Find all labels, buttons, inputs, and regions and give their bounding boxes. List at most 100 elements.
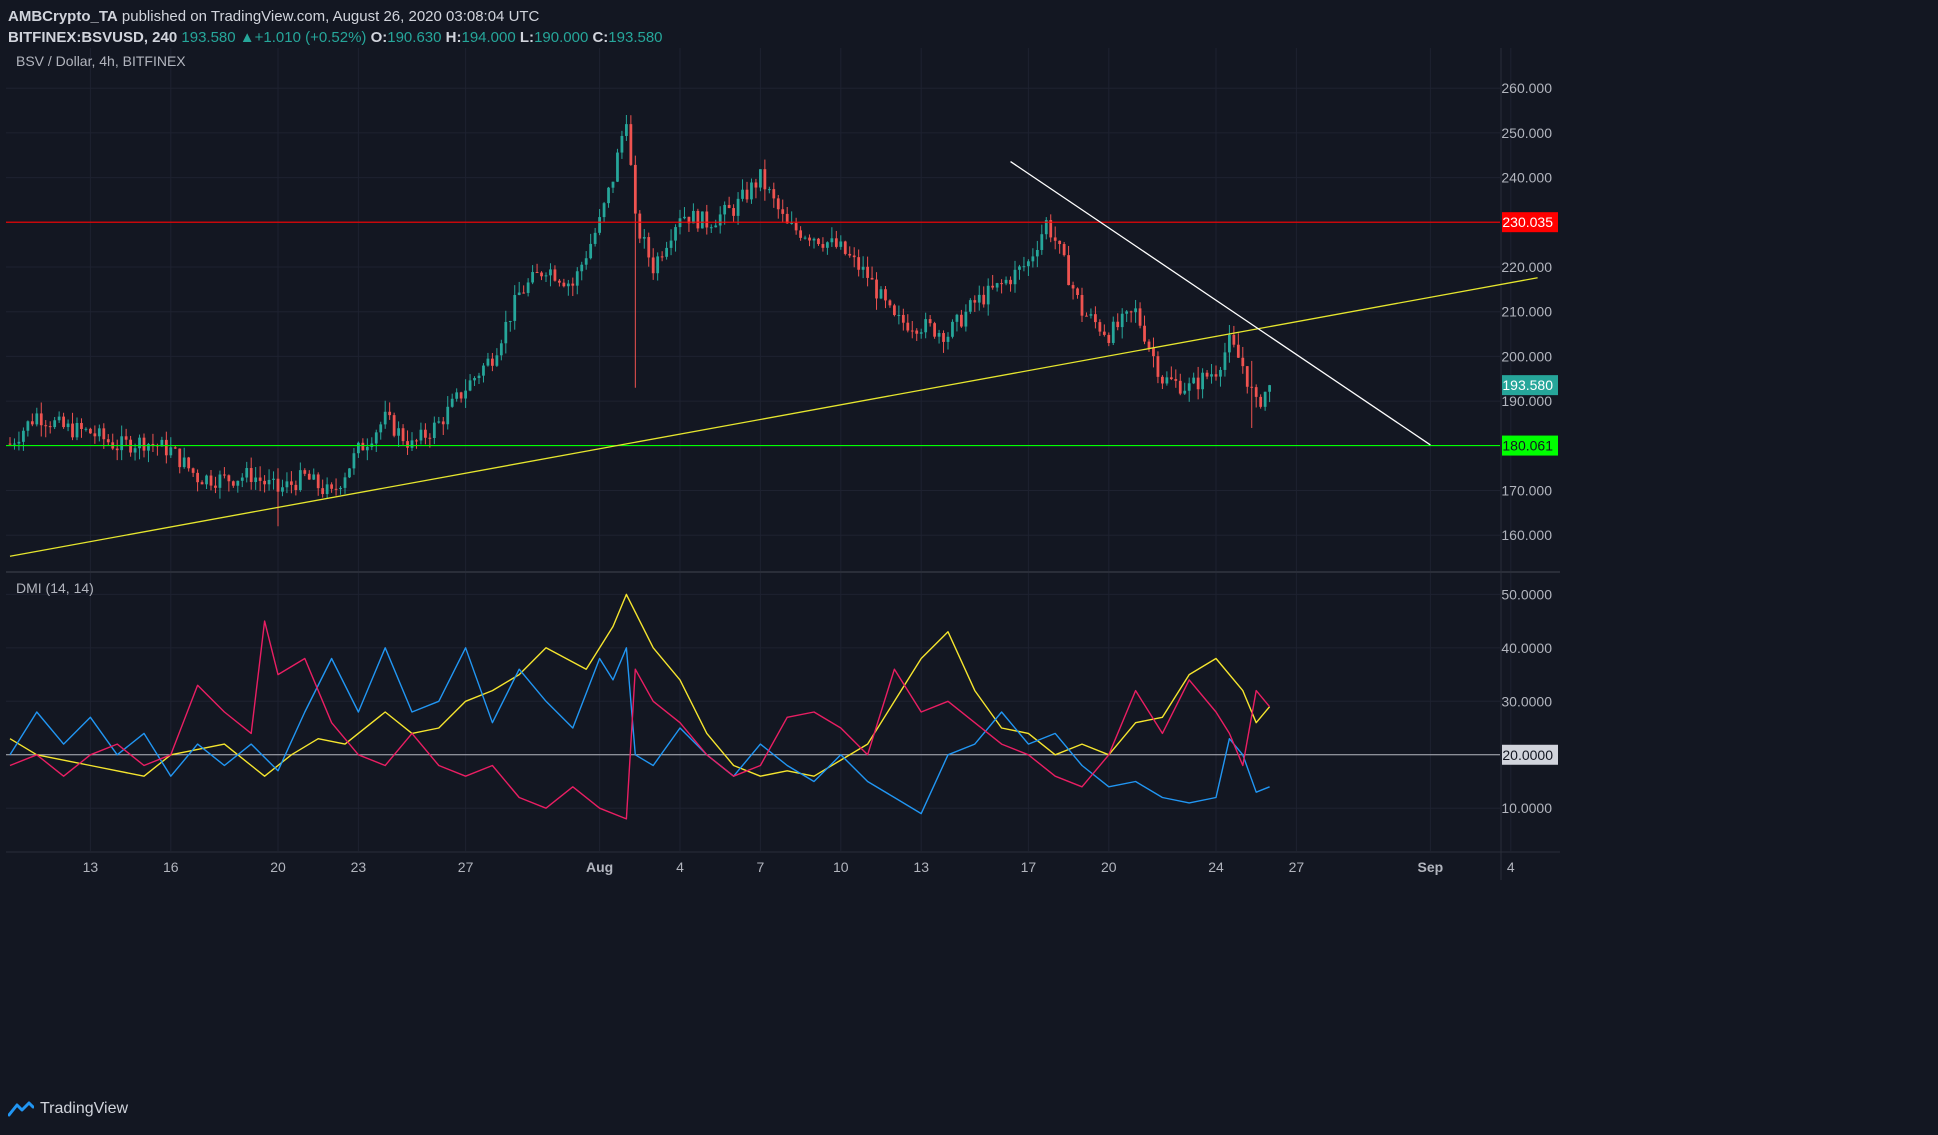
candle[interactable]	[821, 244, 825, 248]
candle[interactable]	[80, 422, 83, 430]
candle[interactable]	[102, 428, 106, 440]
candle[interactable]	[968, 300, 972, 312]
candle[interactable]	[1102, 331, 1106, 335]
candle[interactable]	[866, 266, 869, 278]
candle[interactable]	[115, 448, 119, 451]
candle[interactable]	[625, 124, 628, 136]
candle[interactable]	[482, 365, 485, 376]
candle[interactable]	[1161, 376, 1164, 384]
candle[interactable]	[348, 468, 351, 478]
candle[interactable]	[674, 227, 677, 241]
candle[interactable]	[732, 208, 735, 216]
candle[interactable]	[776, 198, 780, 210]
candle[interactable]	[763, 169, 767, 190]
candle[interactable]	[334, 488, 338, 490]
candle[interactable]	[593, 232, 597, 244]
candle[interactable]	[133, 448, 137, 453]
candle[interactable]	[826, 242, 829, 248]
candle[interactable]	[1018, 266, 1021, 270]
candle[interactable]	[754, 182, 758, 188]
candle[interactable]	[209, 475, 213, 486]
candle[interactable]	[22, 430, 25, 442]
candle[interactable]	[499, 343, 503, 356]
candle[interactable]	[267, 479, 271, 485]
candle[interactable]	[669, 240, 673, 248]
candle[interactable]	[397, 428, 400, 436]
candle[interactable]	[276, 478, 280, 492]
candle[interactable]	[946, 336, 950, 342]
candle[interactable]	[357, 442, 360, 454]
candle[interactable]	[915, 330, 919, 334]
candle[interactable]	[1183, 390, 1187, 394]
candle[interactable]	[1111, 321, 1115, 343]
candle[interactable]	[1156, 356, 1160, 377]
candle[interactable]	[1134, 308, 1137, 313]
candle[interactable]	[1214, 374, 1218, 377]
dmi-series-plusdi[interactable]	[9, 647, 1270, 815]
dmi-series-adx[interactable]	[9, 593, 1271, 777]
candle[interactable]	[352, 453, 356, 469]
candle[interactable]	[660, 256, 664, 258]
candle[interactable]	[995, 283, 999, 288]
candle[interactable]	[875, 279, 878, 299]
candle[interactable]	[62, 416, 65, 428]
candle[interactable]	[383, 411, 387, 425]
candle[interactable]	[17, 441, 21, 444]
candle[interactable]	[767, 189, 771, 191]
candle[interactable]	[1205, 372, 1209, 377]
candle[interactable]	[223, 474, 226, 476]
candle[interactable]	[991, 285, 995, 288]
candle[interactable]	[919, 332, 923, 334]
candle[interactable]	[124, 436, 128, 440]
candle[interactable]	[1116, 321, 1120, 328]
candle[interactable]	[495, 355, 499, 366]
candle[interactable]	[415, 440, 418, 442]
candle[interactable]	[638, 213, 642, 239]
candle[interactable]	[450, 398, 454, 407]
candle[interactable]	[598, 217, 601, 233]
candle[interactable]	[39, 413, 43, 426]
candle[interactable]	[718, 214, 722, 226]
candle[interactable]	[665, 247, 668, 257]
candle[interactable]	[392, 415, 396, 436]
candle[interactable]	[406, 441, 409, 448]
candle[interactable]	[1250, 386, 1254, 388]
candle[interactable]	[857, 257, 861, 270]
candle[interactable]	[1228, 334, 1231, 353]
candle[interactable]	[263, 480, 266, 485]
candle[interactable]	[861, 266, 865, 270]
candle[interactable]	[8, 443, 12, 445]
candle[interactable]	[1120, 313, 1124, 328]
candle[interactable]	[285, 481, 289, 488]
candle[interactable]	[240, 477, 244, 481]
candle[interactable]	[808, 237, 811, 241]
candle[interactable]	[1022, 266, 1026, 268]
candle[interactable]	[316, 474, 320, 489]
candle[interactable]	[888, 300, 892, 306]
candle[interactable]	[566, 283, 570, 287]
candle[interactable]	[852, 255, 856, 258]
candle[interactable]	[781, 209, 785, 214]
candle[interactable]	[473, 377, 476, 381]
candle[interactable]	[1263, 391, 1267, 407]
candle[interactable]	[575, 271, 579, 286]
candle[interactable]	[151, 443, 155, 446]
dmi-series-minusdi[interactable]	[9, 620, 1271, 820]
candle[interactable]	[437, 421, 441, 423]
candle[interactable]	[441, 421, 445, 425]
candle[interactable]	[705, 211, 709, 228]
candle[interactable]	[508, 320, 512, 322]
candle[interactable]	[71, 423, 74, 438]
candle[interactable]	[97, 428, 101, 437]
candle[interactable]	[633, 164, 637, 214]
candle[interactable]	[290, 481, 293, 485]
candle[interactable]	[830, 238, 834, 243]
candle[interactable]	[1067, 255, 1070, 286]
candle[interactable]	[1223, 352, 1227, 370]
candle[interactable]	[491, 358, 494, 366]
candle[interactable]	[379, 424, 383, 433]
candle[interactable]	[1268, 385, 1271, 392]
candle[interactable]	[187, 457, 191, 469]
candle[interactable]	[709, 227, 713, 229]
candle[interactable]	[1058, 240, 1062, 245]
